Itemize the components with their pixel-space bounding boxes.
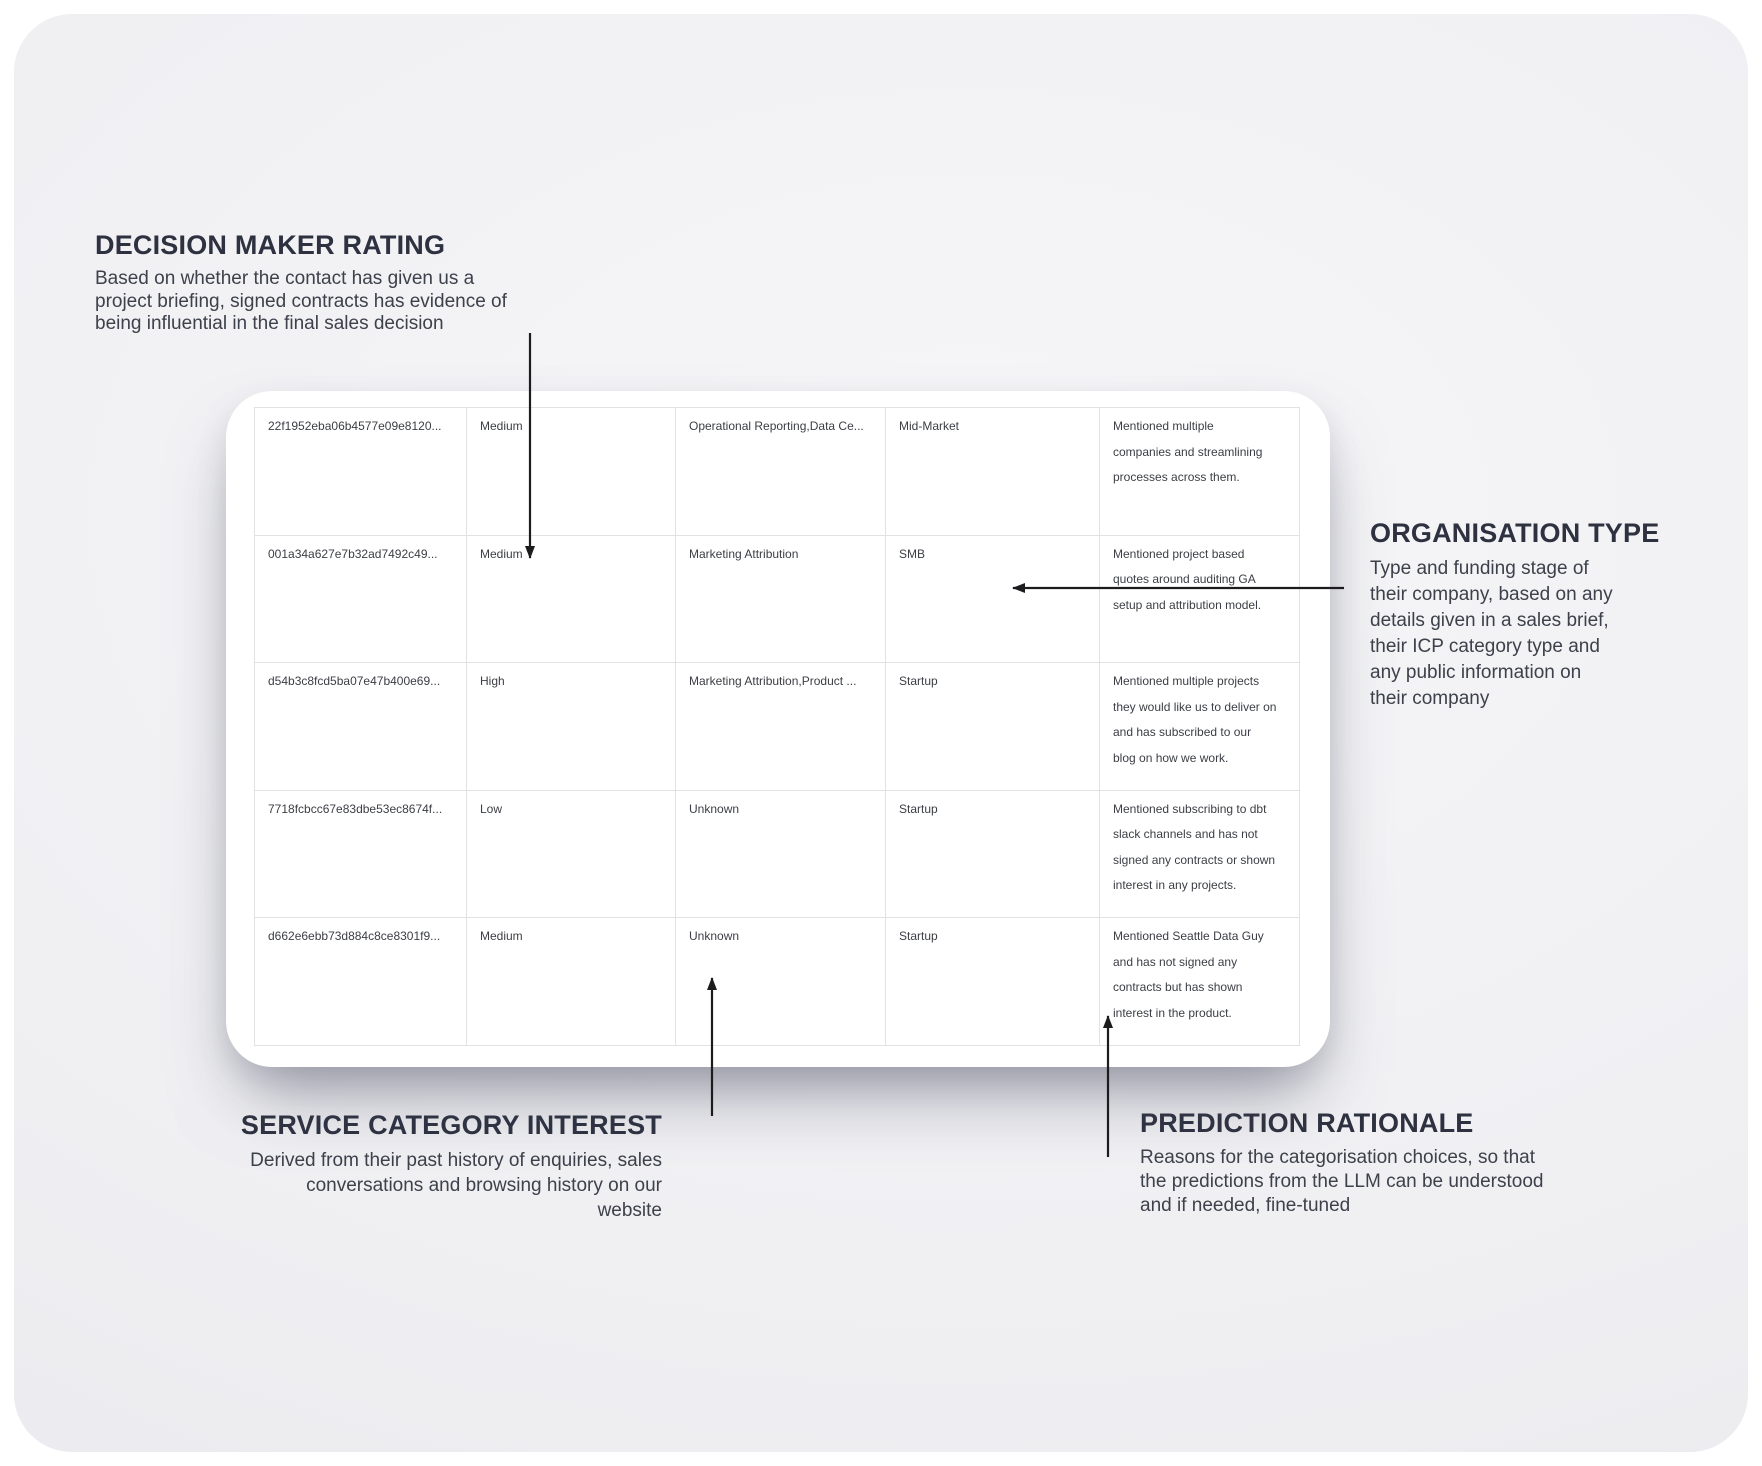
cell-organisation-type: SMB: [886, 535, 1100, 664]
annotation-description-organisation-type: Type and funding stage of their company,…: [1370, 558, 1613, 709]
table-row: 001a34a627e7b32ad7492c49... Medium Marke…: [255, 535, 1300, 664]
cell-service-category-interest: Unknown: [676, 918, 886, 1046]
annotation-decision-maker-rating: DECISION MAKER RATING Based on whether t…: [95, 230, 507, 336]
cell-contact-id: 22f1952eba06b4577e09e8120...: [255, 408, 467, 536]
annotation-title-prediction-rationale: PREDICTION RATIONALE: [1140, 1108, 1474, 1138]
cell-contact-id: 001a34a627e7b32ad7492c49...: [255, 535, 467, 664]
cell-contact-id: d54b3c8fcd5ba07e47b400e69...: [255, 663, 467, 791]
cell-prediction-rationale: Mentioned multiple projects they would l…: [1100, 663, 1300, 791]
annotation-service-category-interest: SERVICE CATEGORY INTEREST Derived from t…: [182, 1110, 662, 1223]
annotation-description-service-category-interest: Derived from their past history of enqui…: [250, 1150, 662, 1221]
annotation-prediction-rationale: PREDICTION RATIONALE Reasons for the cat…: [1140, 1108, 1620, 1218]
cell-contact-id: 7718fcbcc67e83dbe53ec8674f...: [255, 790, 467, 919]
cell-service-category-interest: Unknown: [676, 790, 886, 919]
cell-prediction-rationale: Mentioned project based quotes around au…: [1100, 535, 1300, 664]
predictions-table: 22f1952eba06b4577e09e8120... Medium Oper…: [254, 407, 1300, 1046]
annotation-title-decision-maker-rating: DECISION MAKER RATING: [95, 230, 446, 260]
cell-decision-maker-rating: Medium: [467, 918, 676, 1046]
cell-service-category-interest: Operational Reporting,Data Ce...: [676, 408, 886, 536]
cell-decision-maker-rating: High: [467, 663, 676, 791]
cell-service-category-interest: Marketing Attribution: [676, 535, 886, 664]
cell-decision-maker-rating: Medium: [467, 408, 676, 536]
spreadsheet-card: 22f1952eba06b4577e09e8120... Medium Oper…: [226, 391, 1330, 1067]
cell-prediction-rationale: Mentioned multiple companies and streaml…: [1100, 408, 1300, 536]
cell-organisation-type: Startup: [886, 663, 1100, 791]
cell-decision-maker-rating: Low: [467, 790, 676, 919]
cell-decision-maker-rating: Medium: [467, 535, 676, 664]
table-row: d54b3c8fcd5ba07e47b400e69... High Market…: [255, 663, 1300, 791]
table-row: d662e6ebb73d884c8ce8301f9... Medium Unkn…: [255, 918, 1300, 1046]
annotation-description-prediction-rationale: Reasons for the categorisation choices, …: [1140, 1147, 1544, 1216]
annotation-organisation-type: ORGANISATION TYPE Type and funding stage…: [1370, 518, 1700, 712]
cell-contact-id: d662e6ebb73d884c8ce8301f9...: [255, 918, 467, 1046]
table-row: 7718fcbcc67e83dbe53ec8674f... Low Unknow…: [255, 790, 1300, 919]
table-row: 22f1952eba06b4577e09e8120... Medium Oper…: [255, 408, 1300, 536]
cell-prediction-rationale: Mentioned Seattle Data Guy and has not s…: [1100, 918, 1300, 1046]
cell-organisation-type: Startup: [886, 790, 1100, 919]
annotation-description-decision-maker-rating: Based on whether the contact has given u…: [95, 268, 507, 334]
cell-organisation-type: Startup: [886, 918, 1100, 1046]
cell-organisation-type: Mid-Market: [886, 408, 1100, 536]
cell-prediction-rationale: Mentioned subscribing to dbt slack chann…: [1100, 790, 1300, 919]
annotation-title-service-category-interest: SERVICE CATEGORY INTEREST: [240, 1110, 662, 1140]
cell-service-category-interest: Marketing Attribution,Product ...: [676, 663, 886, 791]
canvas-background: DECISION MAKER RATING Based on whether t…: [14, 14, 1748, 1452]
annotation-title-organisation-type: ORGANISATION TYPE: [1370, 518, 1660, 548]
